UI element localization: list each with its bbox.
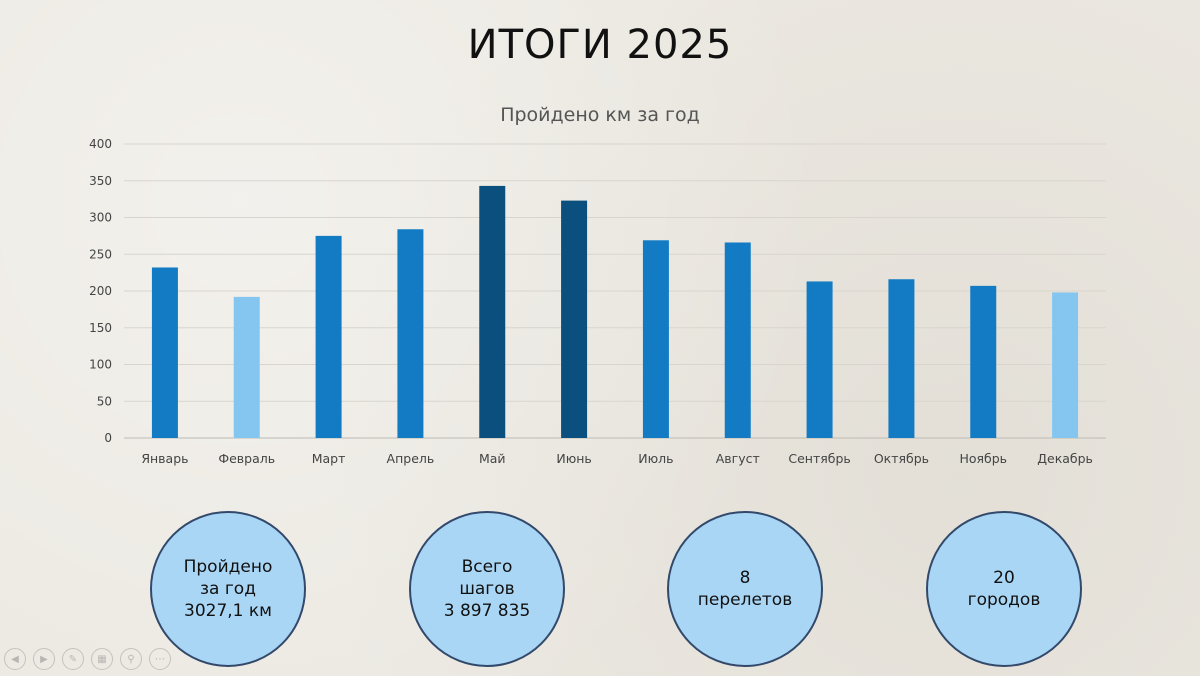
y-tick-label: 0 (104, 431, 112, 445)
stat-flights: 8 перелетов (667, 511, 823, 667)
x-tick-label: Сентябрь (788, 451, 850, 466)
y-tick-label: 250 (89, 247, 112, 261)
stat-steps: Всего шагов 3 897 835 (409, 511, 565, 667)
bar-1 (233, 296, 260, 438)
prev-icon[interactable]: ◀ (4, 648, 26, 670)
y-tick-label: 150 (89, 321, 112, 335)
bar-6 (642, 240, 669, 438)
stat-flights-value: 8 (739, 568, 751, 588)
bar-2 (315, 235, 342, 438)
page-title: ИТОГИ 2025 (467, 22, 733, 68)
x-tick-label: Июль (638, 451, 673, 466)
x-tick-label: Май (479, 451, 506, 466)
y-tick-label: 50 (97, 394, 112, 408)
stat-cities-label: городов (967, 590, 1041, 610)
x-tick-label: Июнь (556, 451, 591, 466)
bar-10 (970, 285, 997, 438)
bar-4 (479, 185, 506, 438)
stat-distance: Пройдено за год 3027,1 км (150, 511, 306, 667)
bar-chart: Пройдено км за год 0 50 100 150 200 250 300 350… (89, 104, 1106, 466)
bar-5 (561, 200, 588, 438)
y-tick-label: 100 (89, 358, 112, 372)
y-tick-label: 300 (89, 211, 112, 225)
more-icon[interactable]: ⋯ (149, 648, 171, 670)
slideshow-controls: ◀ ▶ ✎ ▦ ⚲ ⋯ (4, 648, 171, 670)
x-tick-label: Октябрь (874, 451, 929, 466)
stat-cities: 20 городов (926, 511, 1082, 667)
y-tick-label: 350 (89, 174, 112, 188)
x-tick-label: Февраль (218, 451, 275, 466)
bar-9 (888, 279, 915, 438)
stat-distance-line1: Пройдено (183, 557, 273, 577)
chart-title: Пройдено км за год (500, 104, 700, 126)
bar-11 (1052, 292, 1079, 438)
stat-distance-value: 3027,1 км (184, 601, 272, 621)
y-tick-label: 200 (89, 284, 112, 298)
stat-steps-line2: шагов (459, 579, 515, 599)
bar-8 (806, 281, 833, 438)
x-tick-label: Декабрь (1037, 451, 1093, 466)
stat-flights-label: перелетов (697, 590, 793, 610)
bar-7 (724, 242, 751, 438)
bar-3 (397, 229, 424, 438)
stat-steps-line1: Всего (461, 557, 513, 577)
x-tick-label: Март (312, 451, 346, 466)
y-tick-label: 400 (89, 137, 112, 151)
stat-cities-value: 20 (993, 568, 1015, 588)
zoom-icon[interactable]: ⚲ (120, 648, 142, 670)
stat-steps-value: 3 897 835 (443, 601, 531, 621)
bar-0 (151, 267, 178, 438)
next-icon[interactable]: ▶ (33, 648, 55, 670)
slides-icon[interactable]: ▦ (91, 648, 113, 670)
stat-distance-line2: за год (200, 579, 256, 599)
x-tick-label: Август (716, 451, 760, 466)
pen-icon[interactable]: ✎ (62, 648, 84, 670)
x-tick-label: Ноябрь (959, 451, 1007, 466)
x-tick-label: Январь (141, 451, 188, 466)
x-tick-label: Апрель (387, 451, 435, 466)
